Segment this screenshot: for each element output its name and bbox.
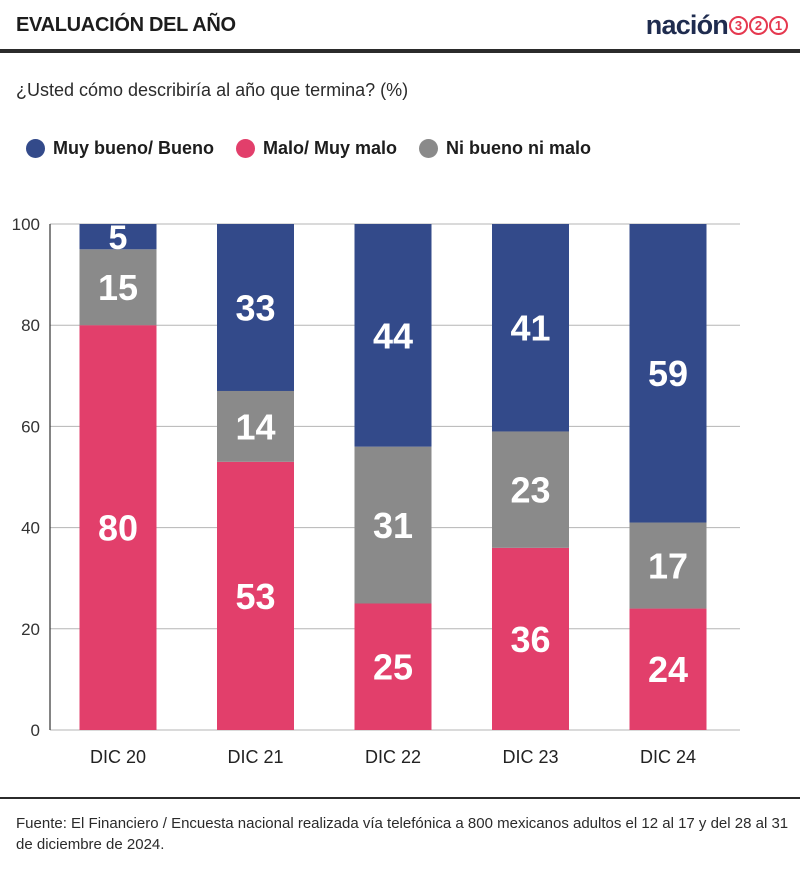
data-label-dic-20-series-1: 15 xyxy=(98,267,138,308)
legend-item-malo: Malo/ Muy malo xyxy=(236,138,397,159)
bar-dic-22-series-0 xyxy=(354,603,432,730)
y-tick-label-100: 100 xyxy=(12,215,40,234)
logo-digit-3: 3 xyxy=(729,15,748,35)
data-label-dic-23-series-0: 36 xyxy=(510,619,550,660)
y-tick-label-60: 60 xyxy=(21,417,40,436)
legend-swatch-malo xyxy=(236,139,255,158)
bar-dic-23-series-0 xyxy=(492,547,569,730)
data-label-dic-24-series-1: 17 xyxy=(648,546,688,587)
bar-dic-21-series-0 xyxy=(217,461,294,730)
x-tick-label-0: DIC 20 xyxy=(90,747,146,767)
stacked-bar-chart: 0 20 40 60 80 100 80 15 5 DIC 20 53 14 33 DIC 21 25 31 4… xyxy=(12,215,740,767)
footer-divider xyxy=(0,797,800,799)
legend-label-ni-bueno-ni-malo: Ni bueno ni malo xyxy=(446,138,592,158)
legend-swatch-bueno xyxy=(26,139,45,158)
data-label-dic-21-series-0: 53 xyxy=(235,576,275,617)
data-label-dic-21-series-2: 33 xyxy=(235,287,275,328)
y-tick-label-40: 40 xyxy=(21,519,40,538)
legend: Muy bueno/ Bueno Malo/ Muy malo Ni bueno… xyxy=(26,138,613,159)
bar-dic-23-series-1 xyxy=(492,431,569,548)
header-divider xyxy=(0,49,800,53)
legend-label-bueno: Muy bueno/ Bueno xyxy=(53,138,214,158)
x-tick-label-1: DIC 21 xyxy=(227,747,283,767)
legend-item-ni-bueno-ni-malo: Ni bueno ni malo xyxy=(419,138,591,159)
bar-dic-21-series-1 xyxy=(217,390,294,462)
logo-word: nación xyxy=(645,9,729,40)
y-tick-label-80: 80 xyxy=(21,316,40,335)
bar-dic-22-series-2 xyxy=(354,224,432,447)
bar-dic-24-series-2 xyxy=(629,224,707,523)
data-label-dic-23-series-2: 41 xyxy=(510,308,550,349)
logo-digit-2: 2 xyxy=(749,15,768,35)
source-note: Fuente: El Financiero / Encuesta naciona… xyxy=(16,815,789,853)
data-label-dic-22-series-0: 25 xyxy=(373,647,413,688)
x-tick-label-4: DIC 24 xyxy=(640,747,696,767)
legend-label-malo: Malo/ Muy malo xyxy=(263,138,398,158)
nacion321-logo: nación 3 2 1 xyxy=(646,8,788,42)
header-title: EVALUACIÓN DEL AÑO xyxy=(16,14,236,36)
x-tick-label-3: DIC 23 xyxy=(502,747,558,767)
bar-dic-23-series-2 xyxy=(492,224,569,432)
bar-dic-24-series-0 xyxy=(629,608,707,730)
legend-item-bueno: Muy bueno/ Bueno xyxy=(26,138,214,159)
bar-dic-20-series-1 xyxy=(79,249,157,326)
bar-dic-21-series-2 xyxy=(217,224,294,391)
x-tick-label-2: DIC 22 xyxy=(365,747,421,767)
bar-dic-20-series-2 xyxy=(79,224,157,250)
data-label-dic-23-series-1: 23 xyxy=(510,470,550,511)
bar-dic-22-series-1 xyxy=(354,446,432,604)
y-tick-label-0: 0 xyxy=(31,721,40,740)
y-tick-label-20: 20 xyxy=(21,620,40,639)
data-label-dic-22-series-2: 44 xyxy=(373,315,413,356)
data-label-dic-24-series-0: 24 xyxy=(648,649,688,690)
data-label-dic-24-series-2: 59 xyxy=(648,353,688,394)
data-label-dic-22-series-1: 31 xyxy=(373,505,413,546)
data-label-dic-20-series-2: 5 xyxy=(109,219,128,257)
logo-digit-1: 1 xyxy=(769,15,788,35)
header: EVALUACIÓN DEL AÑO nación 3 2 1 xyxy=(0,0,800,50)
data-label-dic-21-series-1: 14 xyxy=(235,406,275,447)
legend-swatch-ni-bueno-ni-malo xyxy=(419,139,439,158)
chart-subtitle: ¿Usted cómo describiría al año que termi… xyxy=(16,80,409,100)
bar-dic-24-series-1 xyxy=(629,522,707,609)
bar-dic-20-series-0 xyxy=(79,325,157,730)
data-label-dic-20-series-0: 80 xyxy=(98,508,138,549)
